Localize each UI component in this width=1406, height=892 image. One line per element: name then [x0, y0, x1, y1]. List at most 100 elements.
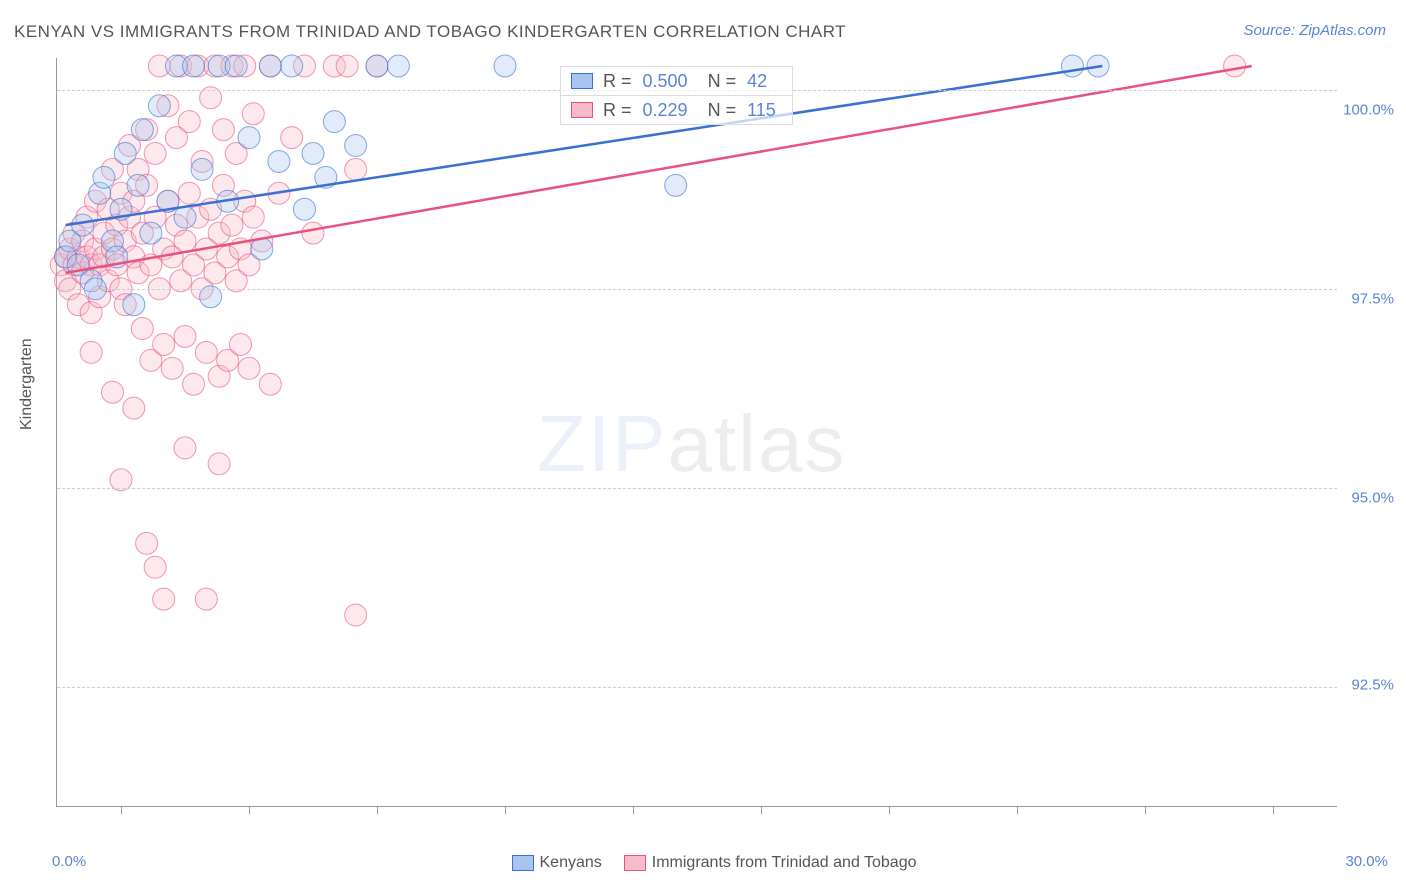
data-point [281, 127, 303, 149]
data-point [323, 111, 345, 133]
data-point [345, 604, 367, 626]
legend-row: R = 0.500N = 42 [560, 66, 793, 96]
data-point [242, 103, 264, 125]
legend-swatch [571, 102, 593, 118]
data-point [212, 119, 234, 141]
data-point [259, 55, 281, 77]
chart-title: KENYAN VS IMMIGRANTS FROM TRINIDAD AND T… [14, 22, 846, 42]
y-axis-label: Kindergarten [18, 338, 36, 430]
x-tick-max: 30.0% [1345, 853, 1388, 870]
legend-n-value: 115 [742, 100, 776, 121]
x-tick [1273, 806, 1274, 814]
x-tick [1145, 806, 1146, 814]
data-point [293, 198, 315, 220]
x-tick [633, 806, 634, 814]
data-point [140, 222, 162, 244]
data-point [208, 453, 230, 475]
gridline [57, 289, 1337, 290]
data-point [191, 158, 213, 180]
data-point [345, 135, 367, 157]
x-tick [377, 806, 378, 814]
data-point [148, 95, 170, 117]
source-label: Source: ZipAtlas.com [1243, 22, 1386, 39]
data-point [259, 373, 281, 395]
data-point [494, 55, 516, 77]
data-point [127, 174, 149, 196]
data-point [183, 55, 205, 77]
x-tick [1017, 806, 1018, 814]
data-point [387, 55, 409, 77]
data-point [195, 341, 217, 363]
data-point [238, 357, 260, 379]
legend-swatch [512, 855, 534, 871]
series-legend: Kenyans Immigrants from Trinidad and Toba… [0, 854, 1406, 872]
data-point [302, 142, 324, 164]
legend-n-value: 42 [742, 71, 767, 92]
data-point [251, 238, 273, 260]
data-point [178, 111, 200, 133]
data-point [101, 381, 123, 403]
x-tick [505, 806, 506, 814]
data-point [80, 341, 102, 363]
data-point [242, 206, 264, 228]
data-point [174, 437, 196, 459]
legend-swatch [571, 73, 593, 89]
x-tick [761, 806, 762, 814]
x-tick [249, 806, 250, 814]
data-point [144, 556, 166, 578]
chart-container: KENYAN VS IMMIGRANTS FROM TRINIDAD AND T… [0, 0, 1406, 892]
legend-row: R = 0.229 N = 115 [560, 95, 793, 125]
data-point [136, 532, 158, 554]
correlation-legend: R = 0.500N = 42R = 0.229N = 115 [560, 66, 793, 124]
data-point [238, 127, 260, 149]
data-point [229, 333, 251, 355]
data-point [1061, 55, 1083, 77]
data-point [225, 55, 247, 77]
data-point [93, 166, 115, 188]
legend-series-name: Immigrants from Trinidad and Tobago [652, 854, 917, 871]
data-point [195, 588, 217, 610]
legend-r-value: 0.229 [638, 100, 688, 121]
data-point [161, 357, 183, 379]
x-tick [121, 806, 122, 814]
data-point [144, 142, 166, 164]
data-point [131, 318, 153, 340]
y-tick-label: 95.0% [1351, 489, 1394, 506]
legend-n-label: N = [708, 71, 737, 92]
data-point [1224, 55, 1246, 77]
data-point [123, 294, 145, 316]
x-tick-min: 0.0% [52, 853, 86, 870]
data-point [174, 230, 196, 252]
legend-n-label: N = [708, 100, 737, 121]
legend-swatch [624, 855, 646, 871]
plot-area: ZIPatlas [56, 58, 1337, 807]
data-point [174, 206, 196, 228]
data-point [302, 222, 324, 244]
legend-series-name: Kenyans [540, 854, 602, 871]
data-point [153, 333, 175, 355]
gridline [57, 488, 1337, 489]
data-point [183, 373, 205, 395]
data-point [174, 326, 196, 348]
legend-r-label: R = [603, 100, 632, 121]
data-point [345, 158, 367, 180]
data-point [114, 142, 136, 164]
data-point [336, 55, 358, 77]
data-point [268, 150, 290, 172]
y-tick-label: 92.5% [1351, 676, 1394, 693]
data-point [131, 119, 153, 141]
legend-r-label: R = [603, 71, 632, 92]
data-point [178, 182, 200, 204]
y-tick-label: 97.5% [1351, 290, 1394, 307]
gridline [57, 687, 1337, 688]
scatter-svg [57, 58, 1337, 806]
data-point [221, 214, 243, 236]
y-tick-label: 100.0% [1343, 101, 1394, 118]
data-point [123, 397, 145, 419]
data-point [281, 55, 303, 77]
data-point [153, 588, 175, 610]
data-point [366, 55, 388, 77]
data-point [72, 214, 94, 236]
data-point [665, 174, 687, 196]
x-tick [889, 806, 890, 814]
